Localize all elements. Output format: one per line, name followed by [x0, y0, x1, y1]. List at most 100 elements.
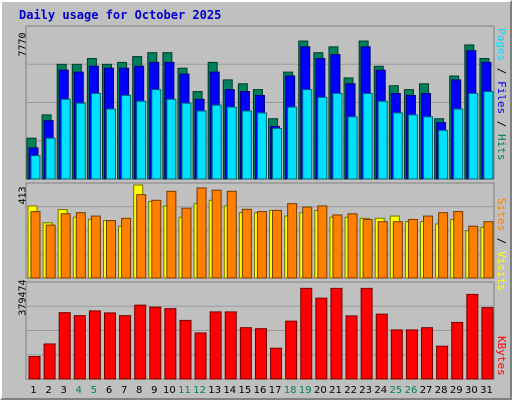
day-label-8: 8	[136, 385, 142, 396]
day-label-11: 11	[178, 385, 191, 396]
kbytes-bar-kbytes-day-1	[28, 355, 41, 380]
kbytes-bar-kbytes-day-19	[300, 287, 313, 380]
day-label-28: 28	[435, 385, 448, 396]
day-label-6: 6	[106, 385, 112, 396]
kbytes-bar-kbytes-day-21	[330, 287, 343, 380]
kbytes-bar-kbytes-day-12	[194, 332, 207, 380]
visits-sites-bar-sites-day-29	[453, 211, 464, 279]
visits-sites-bar-sites-day-12	[196, 187, 207, 279]
hits-files-pages-bar-pages-day-1	[30, 155, 41, 180]
day-label-26: 26	[405, 385, 418, 396]
visits-sites-bar-sites-day-10	[166, 190, 177, 279]
hits-files-pages-bar-pages-day-27	[423, 116, 434, 180]
day-label-21: 21	[329, 385, 342, 396]
day-label-2: 2	[45, 385, 51, 396]
visits-sites-bar-sites-day-6	[105, 220, 116, 279]
hits-files-pages-bar-pages-day-2	[45, 137, 56, 180]
visits-sites-bar-sites-day-24	[377, 221, 388, 279]
hits-files-pages-bar-pages-day-30	[468, 92, 479, 180]
hits-files-pages-bar-pages-day-18	[287, 106, 298, 180]
visits-sites-bar-sites-day-27	[423, 215, 434, 279]
hits-files-pages-bar-pages-day-5	[90, 92, 101, 180]
kbytes-bar-kbytes-day-28	[436, 345, 449, 380]
visits-sites-bar-sites-day-28	[438, 212, 449, 279]
kbytes-bar-kbytes-day-25	[390, 329, 403, 380]
hits-files-pages-bar-pages-day-3	[60, 98, 71, 180]
visits-sites-bar-sites-day-7	[121, 217, 132, 279]
visits-sites-bar-sites-day-25	[392, 221, 403, 279]
visits-sites-bar-sites-day-3	[60, 213, 71, 279]
visits-sites-bar-sites-day-15	[241, 208, 252, 279]
hits-files-pages-bar-pages-day-19	[302, 89, 313, 180]
hits-files-pages-bar-pages-day-4	[75, 102, 86, 180]
visits-sites-bar-sites-day-9	[151, 199, 162, 279]
hits-files-pages-bar-pages-day-26	[407, 114, 418, 180]
kbytes-bar-kbytes-day-15	[239, 327, 252, 380]
day-label-7: 7	[121, 385, 127, 396]
visits-sites-bar-sites-day-18	[287, 203, 298, 279]
kbytes-bar-kbytes-day-20	[315, 297, 328, 380]
visits-sites-bar-sites-day-8	[136, 194, 147, 279]
hits-files-pages-bar-pages-day-14	[226, 106, 237, 180]
hits-files-pages-bar-pages-day-6	[105, 108, 116, 180]
hits-files-pages-bar-pages-day-17	[272, 127, 283, 180]
visits-sites-bar-sites-day-20	[317, 205, 328, 279]
day-label-20: 20	[314, 385, 327, 396]
day-label-10: 10	[163, 385, 176, 396]
kbytes-bar-kbytes-day-26	[405, 329, 418, 380]
day-label-23: 23	[359, 385, 372, 396]
hits-files-pages-bar-pages-day-31	[483, 91, 494, 180]
kbytes-bar-kbytes-day-30	[466, 293, 479, 380]
visits-sites-bar-sites-day-19	[302, 206, 313, 279]
day-label-3: 3	[61, 385, 67, 396]
visits-sites-bar-sites-day-5	[90, 215, 101, 279]
hits-files-pages-bar-pages-day-29	[453, 108, 464, 180]
hits-files-pages-bar-pages-day-16	[256, 112, 267, 180]
hits-files-pages-bar-pages-day-13	[211, 104, 222, 180]
hits-files-pages-bar-pages-day-24	[377, 100, 388, 180]
day-label-22: 22	[344, 385, 357, 396]
kbytes-bar-kbytes-day-13	[209, 311, 222, 380]
visits-sites-bar-sites-day-11	[181, 207, 192, 279]
day-label-15: 15	[239, 385, 252, 396]
day-label-18: 18	[284, 385, 297, 396]
kbytes-bar-kbytes-day-3	[58, 312, 71, 380]
visits-sites-bar-sites-day-14	[226, 190, 237, 279]
visits-sites-bar-sites-day-31	[483, 221, 494, 279]
visits-sites-bar-sites-day-4	[75, 212, 86, 279]
day-label-31: 31	[480, 385, 493, 396]
kbytes-bar-kbytes-day-16	[254, 328, 267, 380]
day-label-19: 19	[299, 385, 312, 396]
day-label-4: 4	[76, 385, 82, 396]
visits-sites-bar-sites-day-16	[256, 211, 267, 279]
visits-sites-bar-sites-day-21	[332, 214, 343, 279]
visits-sites-bar-sites-day-30	[468, 225, 479, 279]
kbytes-bar-kbytes-day-14	[224, 311, 237, 380]
chart-title: Daily usage for October 2025	[19, 8, 222, 22]
hits-files-pages-bar-pages-day-15	[241, 110, 252, 180]
day-label-13: 13	[208, 385, 221, 396]
visits-sites-bar-sites-day-26	[407, 218, 418, 279]
day-label-24: 24	[374, 385, 387, 396]
visits-sites-bar-sites-day-17	[272, 209, 283, 279]
hits-files-pages-bar-pages-day-8	[136, 100, 147, 180]
day-label-27: 27	[420, 385, 433, 396]
hits-files-pages-bar-pages-day-10	[166, 98, 177, 180]
kbytes-bar-kbytes-day-2	[43, 343, 56, 380]
kbytes-bar-kbytes-day-8	[134, 304, 147, 380]
kbytes-bar-kbytes-day-23	[360, 287, 373, 380]
hits-files-pages-bar-pages-day-25	[392, 112, 403, 180]
day-label-25: 25	[390, 385, 403, 396]
kbytes-bar-kbytes-day-27	[421, 327, 434, 380]
hits-files-pages-bar-pages-day-28	[438, 129, 449, 180]
kbytes-bar-kbytes-day-18	[285, 320, 298, 380]
hits-files-pages-bar-pages-day-21	[332, 92, 343, 180]
day-label-12: 12	[193, 385, 206, 396]
hits-files-pages-bar-pages-day-12	[196, 110, 207, 180]
kbytes-bar-kbytes-day-31	[481, 307, 494, 380]
kbytes-bar-kbytes-day-10	[164, 308, 177, 380]
hits-files-pages-bar-pages-day-11	[181, 102, 192, 180]
visits-sites-bar-sites-day-1	[30, 211, 41, 279]
kbytes-bar-kbytes-day-17	[270, 347, 283, 380]
